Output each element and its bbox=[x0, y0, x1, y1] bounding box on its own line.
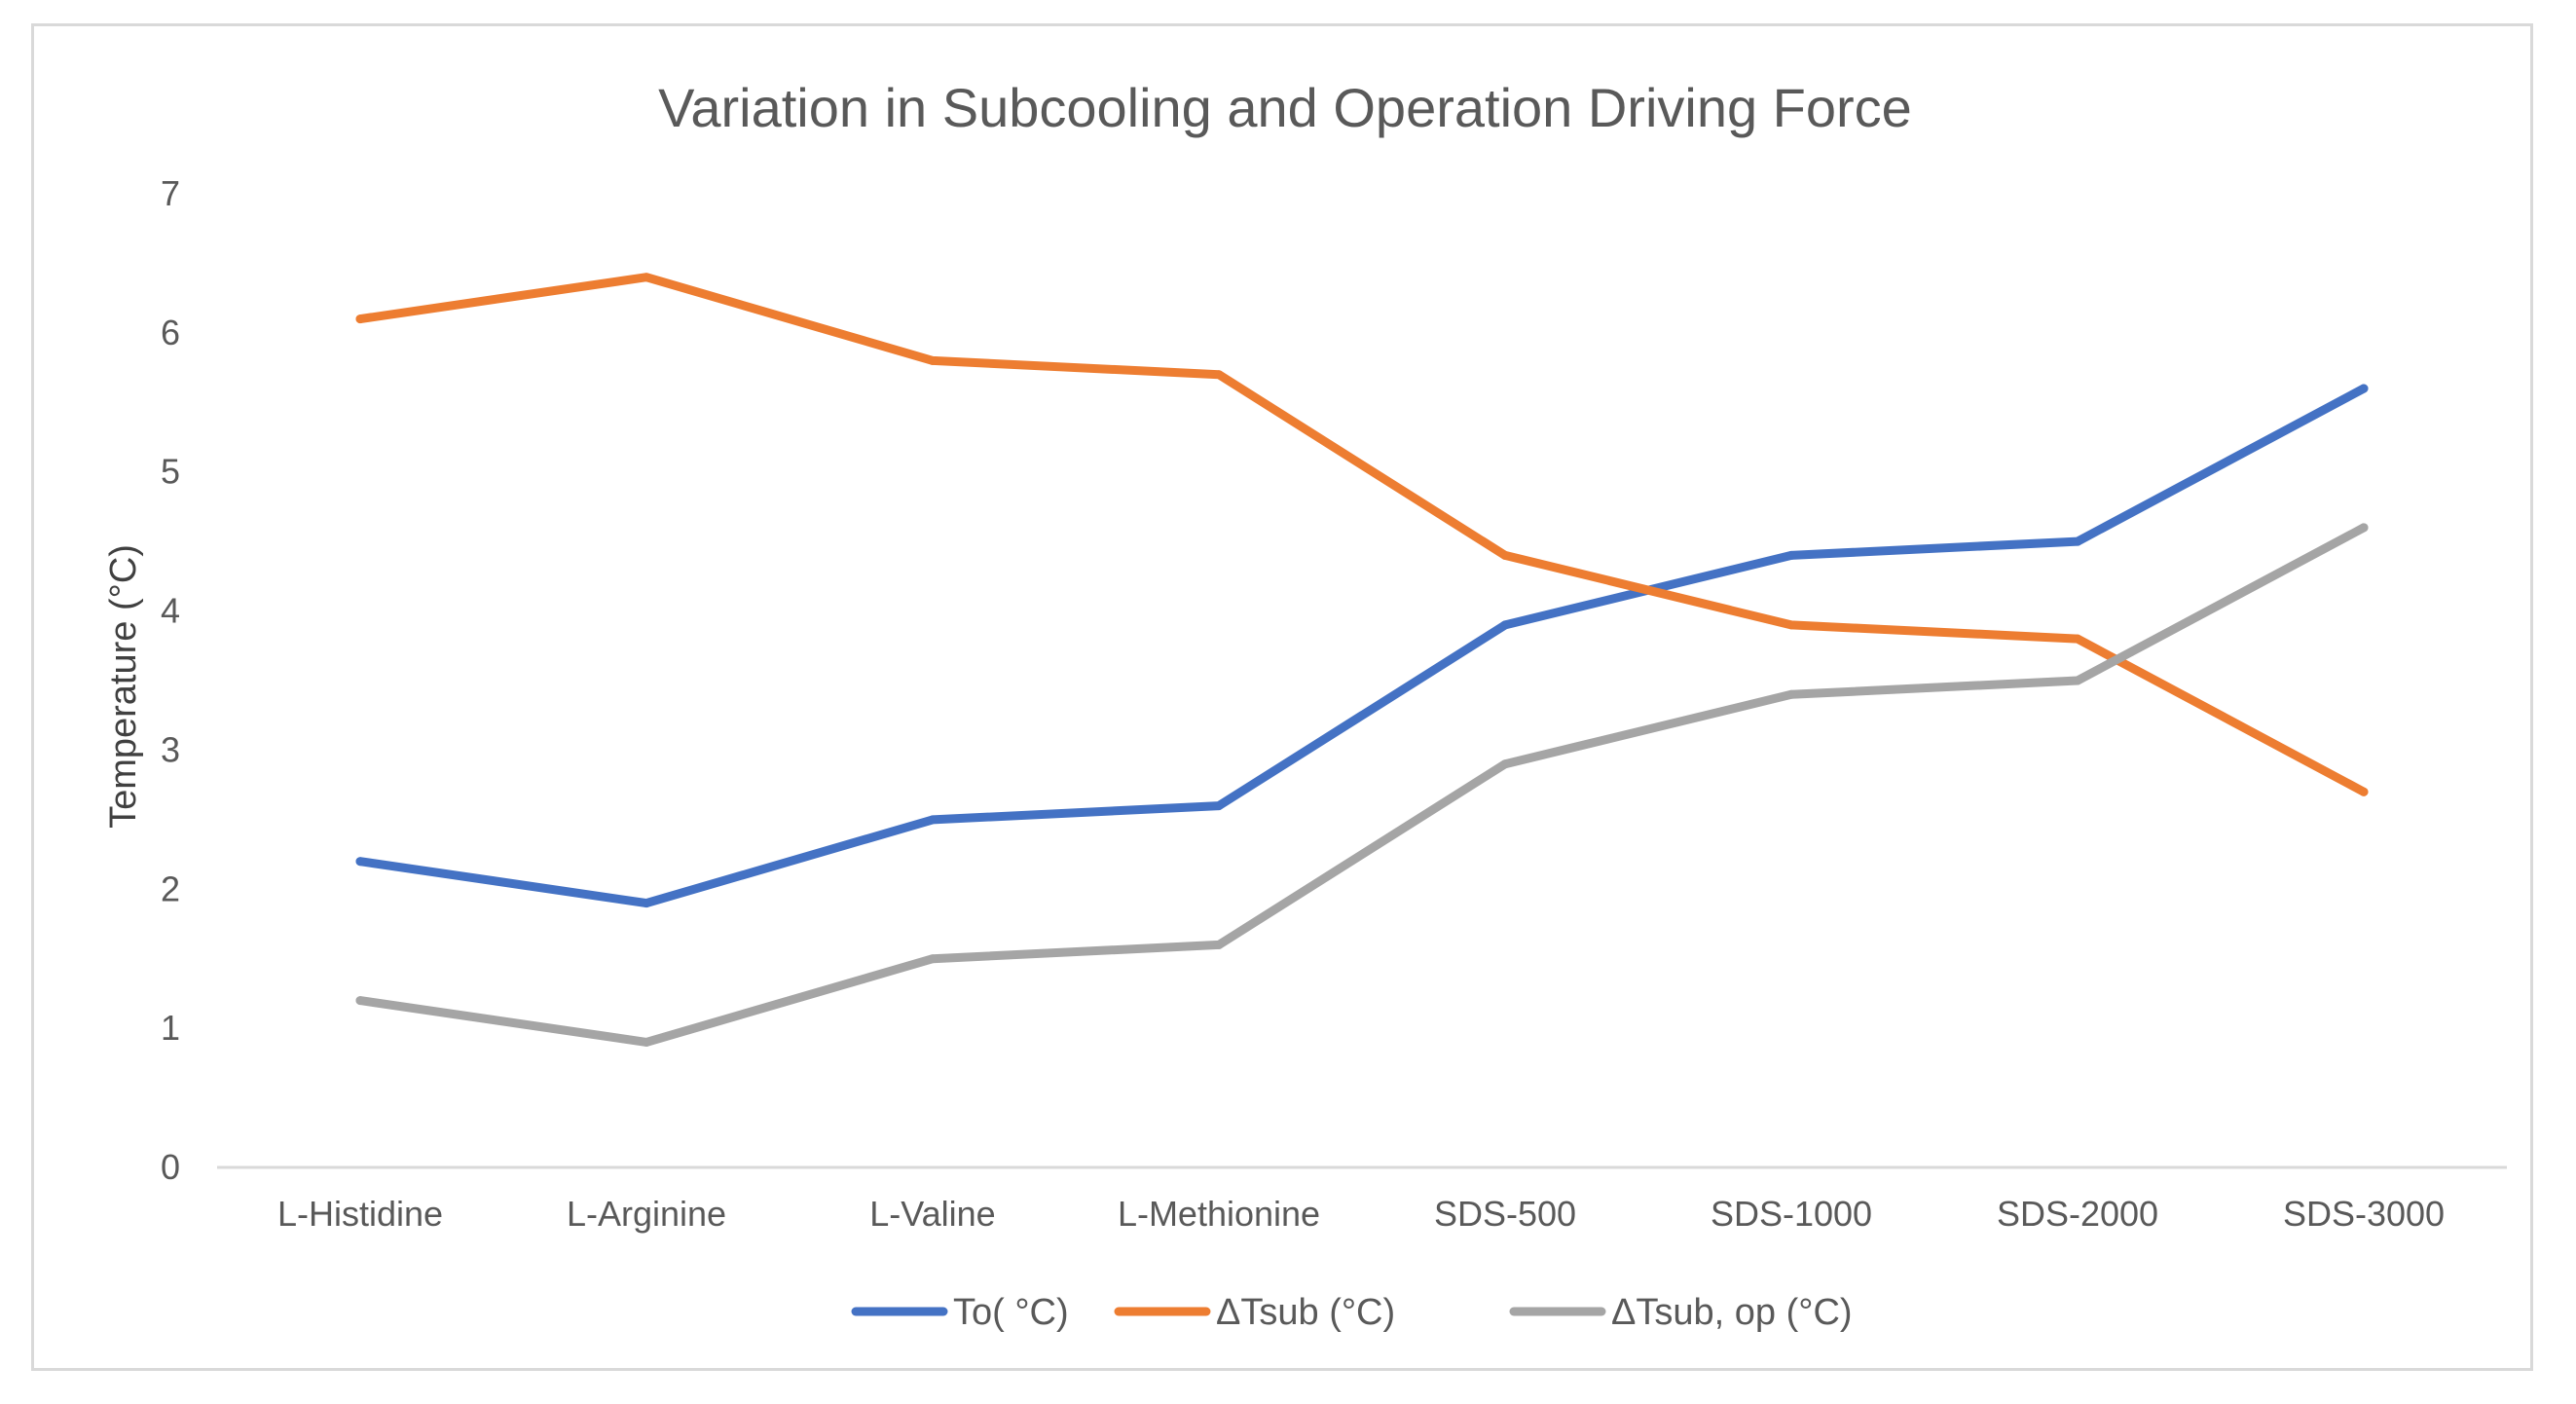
data-point bbox=[2073, 536, 2082, 546]
series-line-1 bbox=[355, 384, 2369, 908]
data-point bbox=[1786, 550, 1796, 560]
y-tick-label: 4 bbox=[161, 591, 180, 631]
y-tick-label: 7 bbox=[161, 173, 180, 213]
data-point bbox=[928, 815, 938, 825]
data-point bbox=[928, 355, 938, 365]
data-point bbox=[2359, 787, 2369, 796]
data-point bbox=[1500, 620, 1510, 630]
x-tick-label: SDS-2000 bbox=[1997, 1194, 2158, 1234]
y-tick-label: 5 bbox=[161, 452, 180, 492]
data-point bbox=[355, 857, 365, 867]
data-point bbox=[1500, 550, 1510, 560]
data-point bbox=[1214, 801, 1224, 811]
x-tick-label: L-Arginine bbox=[567, 1194, 726, 1234]
y-tick-label: 0 bbox=[161, 1147, 180, 1187]
y-axis-ticks: 0 1 2 3 4 5 6 7 bbox=[161, 173, 180, 1187]
chart-title: Variation in Subcooling and Operation Dr… bbox=[658, 77, 1912, 138]
series-lines bbox=[355, 273, 2369, 1047]
data-point bbox=[1786, 620, 1796, 630]
y-tick-label: 1 bbox=[161, 1008, 180, 1048]
y-tick-label: 6 bbox=[161, 313, 180, 352]
data-point bbox=[642, 1037, 651, 1047]
x-tick-label: SDS-500 bbox=[1434, 1194, 1576, 1234]
data-point bbox=[1214, 940, 1224, 949]
data-point bbox=[1214, 370, 1224, 380]
data-point bbox=[2359, 523, 2369, 533]
data-point bbox=[2073, 676, 2082, 685]
data-point bbox=[355, 996, 365, 1006]
y-tick-label: 2 bbox=[161, 868, 180, 908]
series-line-2 bbox=[355, 273, 2369, 796]
data-point bbox=[642, 273, 651, 282]
legend-label: ΔTsub, op (°C) bbox=[1611, 1292, 1853, 1333]
legend-label: ΔTsub (°C) bbox=[1216, 1292, 1395, 1333]
data-point bbox=[1500, 759, 1510, 769]
data-point bbox=[355, 314, 365, 324]
data-point bbox=[928, 954, 938, 964]
x-axis-ticks: L-Histidine L-Arginine L-Valine L-Methionin… bbox=[277, 1194, 2445, 1234]
series-line-3 bbox=[355, 523, 2369, 1047]
chart-area: Variation in Subcooling and Operation Dr… bbox=[31, 23, 2533, 1371]
data-point bbox=[642, 899, 651, 908]
x-tick-label: L-Histidine bbox=[277, 1194, 443, 1234]
x-tick-label: SDS-1000 bbox=[1711, 1194, 1872, 1234]
data-point bbox=[1786, 689, 1796, 699]
data-point bbox=[2359, 384, 2369, 393]
y-axis-title: Temperature (°C) bbox=[103, 544, 144, 829]
x-tick-label: SDS-3000 bbox=[2283, 1194, 2445, 1234]
x-tick-label: L-Methionine bbox=[1118, 1194, 1320, 1234]
x-tick-label: L-Valine bbox=[869, 1194, 995, 1234]
legend: To( °C) ΔTsub (°C) ΔTsub, op (°C) bbox=[851, 1292, 1853, 1333]
data-point bbox=[2073, 634, 2082, 644]
legend-label: To( °C) bbox=[953, 1292, 1069, 1333]
line-chart: Variation in Subcooling and Operation Dr… bbox=[103, 77, 2507, 1333]
y-tick-label: 3 bbox=[161, 729, 180, 769]
